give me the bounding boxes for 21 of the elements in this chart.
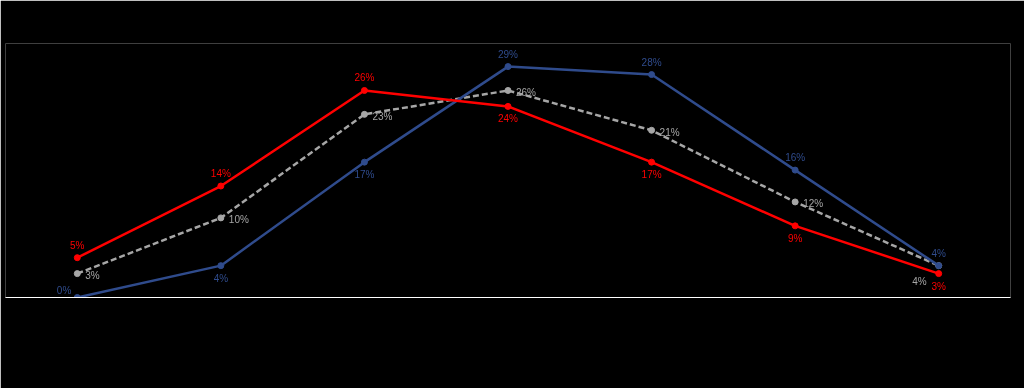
data-label: 29% — [497, 48, 519, 60]
data-label: 12% — [803, 198, 824, 210]
data-label: 4% — [912, 276, 927, 288]
data-label: 3% — [931, 280, 947, 292]
data-label: 3% — [85, 270, 100, 282]
data-label: 24% — [497, 113, 519, 125]
data-label: 10% — [228, 214, 249, 226]
data-label: 17% — [354, 169, 375, 181]
data-label: 0% — [56, 284, 72, 296]
data-label: 9% — [787, 232, 803, 244]
data-label: 26% — [354, 72, 375, 84]
data-label: 14% — [210, 168, 231, 180]
data-label: 4% — [213, 272, 229, 284]
data-label: 28% — [641, 56, 662, 68]
data-label: 4% — [931, 247, 947, 259]
data-label: 21% — [659, 126, 680, 138]
data-label: 5% — [70, 239, 85, 251]
data-label: 26% — [516, 86, 537, 98]
data-label: 17% — [641, 169, 662, 181]
data-label: 16% — [785, 152, 806, 164]
data-label: 23% — [372, 110, 393, 122]
